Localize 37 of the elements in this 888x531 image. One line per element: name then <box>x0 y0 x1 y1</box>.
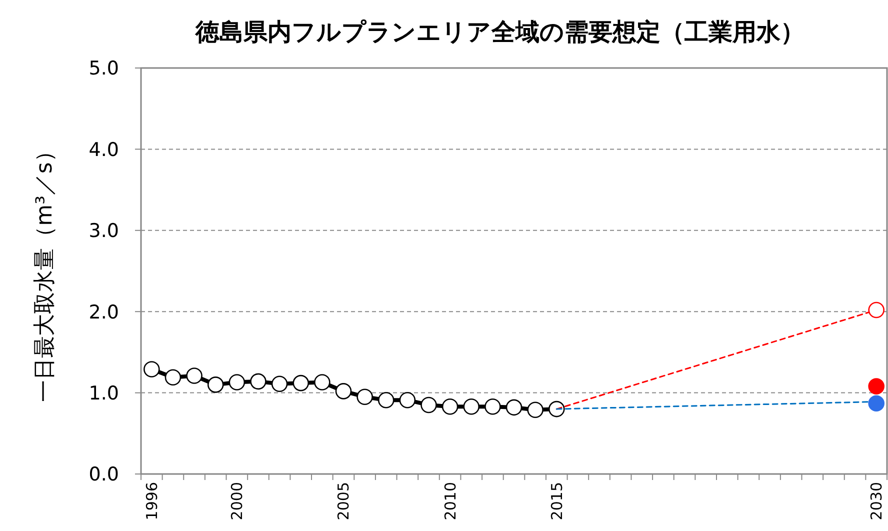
point <box>868 302 884 318</box>
y-tick-label: 4.0 <box>88 138 119 161</box>
x-tick-label: 2030 <box>868 482 886 520</box>
point <box>868 378 884 394</box>
chart-title: 徳島県内フルプランエリア全域の需要想定（工業用水） <box>194 18 804 46</box>
y-tick-label: 1.0 <box>88 382 119 404</box>
x-tick-label: 2010 <box>441 482 460 520</box>
point <box>250 373 266 390</box>
point <box>548 400 565 418</box>
point <box>378 392 394 408</box>
y-axis-title: 一日最大取水量（m³／s） <box>32 140 58 402</box>
point <box>527 402 544 418</box>
point <box>442 398 458 415</box>
y-tick-label: 5.0 <box>88 58 119 80</box>
x-tick-label: 2015 <box>548 482 566 520</box>
point <box>356 388 373 406</box>
point <box>335 383 352 400</box>
point <box>186 368 202 384</box>
point <box>314 374 330 390</box>
point <box>164 369 182 386</box>
x-tick-label: 2000 <box>228 482 246 520</box>
point <box>420 396 437 414</box>
point <box>228 374 246 390</box>
x-tick-label: 1996 <box>142 482 161 520</box>
point <box>868 395 884 412</box>
point <box>399 392 416 408</box>
point <box>463 398 480 415</box>
y-tick-label: 3.0 <box>88 220 119 242</box>
point <box>144 361 160 378</box>
x-tick-label: 2005 <box>334 482 353 520</box>
point <box>207 376 224 393</box>
point <box>484 398 501 415</box>
point <box>506 399 522 416</box>
y-tick-label: 0.0 <box>88 464 119 486</box>
point <box>292 374 310 392</box>
y-tick-label: 2.0 <box>88 301 119 324</box>
point <box>271 376 288 392</box>
